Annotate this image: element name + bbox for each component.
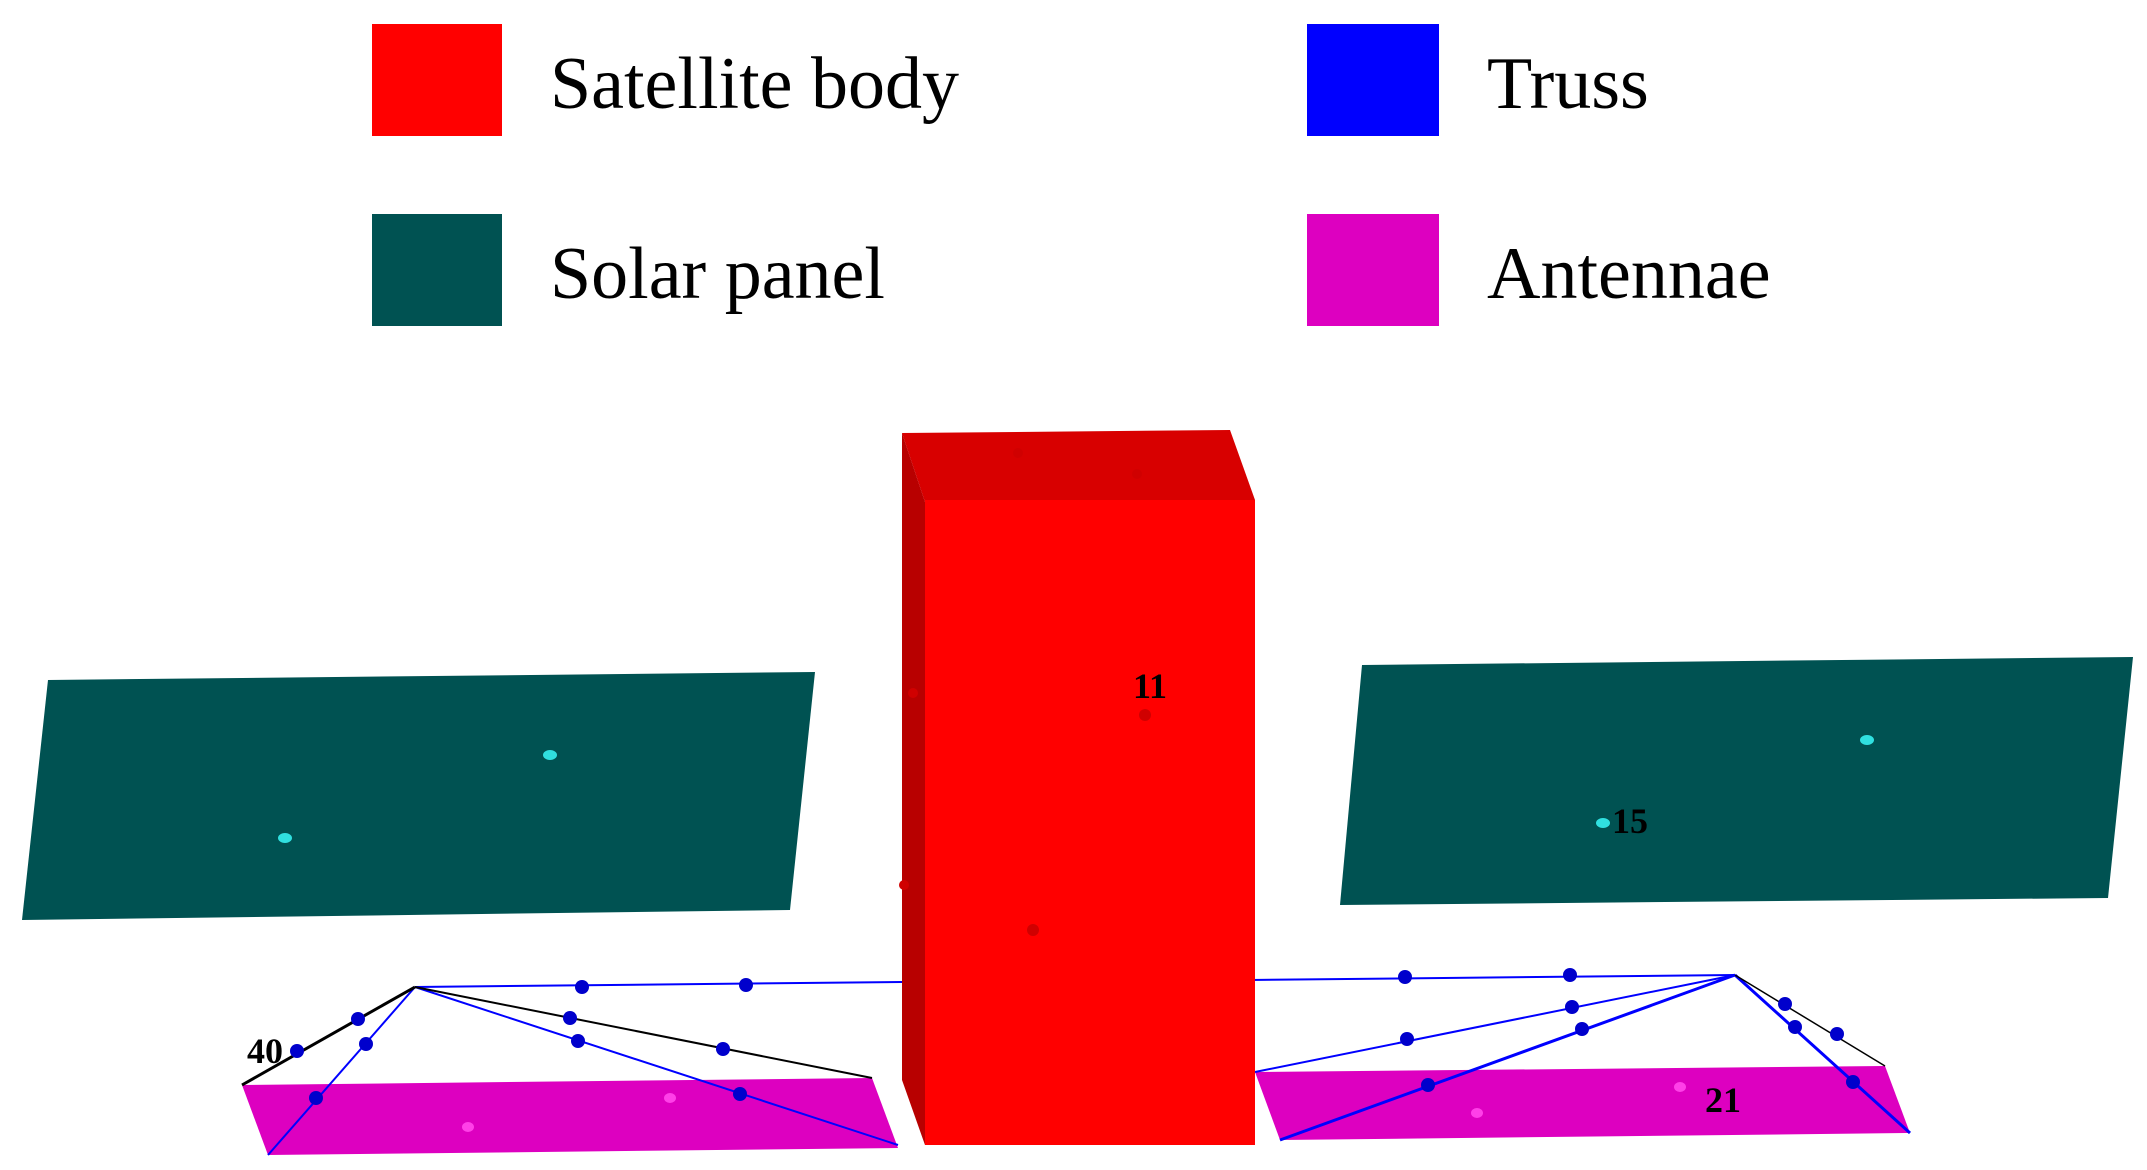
solar-node — [543, 750, 557, 760]
antenna-left — [242, 1078, 898, 1155]
legend-swatch-solar-panel — [372, 214, 502, 326]
truss-node — [739, 978, 753, 992]
body-node — [899, 880, 909, 890]
truss-node — [1846, 1075, 1860, 1089]
truss-node — [716, 1042, 730, 1056]
legend: Satellite body Truss Solar panel Antenna… — [372, 24, 1771, 326]
truss-node — [351, 1012, 365, 1026]
legend-swatch-antennae — [1307, 214, 1439, 326]
truss-node — [1830, 1027, 1844, 1041]
antenna-node — [1674, 1082, 1686, 1092]
truss-member — [267, 986, 416, 1156]
solar-node — [1860, 735, 1874, 745]
truss-member — [1279, 973, 1736, 1142]
truss-node — [290, 1044, 304, 1058]
solar-panel-right — [1340, 657, 2133, 905]
legend-swatch-truss — [1307, 24, 1439, 136]
legend-label-satellite-body: Satellite body — [550, 43, 959, 125]
legend-label-antennae: Antennae — [1487, 233, 1771, 315]
truss-node — [1563, 968, 1577, 982]
truss-member — [1249, 974, 1736, 981]
antenna-node — [1471, 1108, 1483, 1118]
satellite-body-top — [902, 430, 1255, 502]
legend-swatch-satellite-body — [372, 24, 502, 136]
truss-member — [1733, 973, 1912, 1135]
legend-label-truss: Truss — [1487, 43, 1649, 125]
satellite-body-side — [902, 433, 925, 1145]
truss-node — [571, 1034, 585, 1048]
truss-node — [575, 980, 589, 994]
body-node — [1013, 448, 1023, 458]
truss-node — [1575, 1022, 1589, 1036]
truss-node — [1565, 1000, 1579, 1014]
truss-member — [1734, 974, 1886, 1067]
truss: 40 — [241, 968, 1912, 1156]
body-node — [1132, 469, 1142, 479]
truss-node — [1778, 997, 1792, 1011]
truss-member — [414, 981, 903, 988]
truss-node — [563, 1011, 577, 1025]
truss-node — [1398, 970, 1412, 984]
truss-node — [1421, 1078, 1435, 1092]
solar-node — [278, 833, 292, 843]
truss-node-label: 40 — [247, 1031, 283, 1071]
body-node — [1139, 709, 1151, 721]
body-node-label: 11 — [1133, 666, 1167, 706]
truss-node — [1788, 1020, 1802, 1034]
truss-member — [414, 986, 899, 1146]
truss-member — [241, 985, 416, 1087]
solar-panels: 15 — [22, 657, 2133, 920]
antenna-right — [1255, 1066, 1910, 1140]
solar-node — [1596, 818, 1610, 828]
antenna-node — [664, 1093, 676, 1103]
truss-member — [1254, 974, 1736, 1073]
body-node — [1027, 924, 1039, 936]
truss-node — [733, 1087, 747, 1101]
truss-node — [309, 1091, 323, 1105]
body-node — [908, 688, 918, 698]
antenna-node-label: 21 — [1705, 1080, 1741, 1120]
truss-node — [1400, 1032, 1414, 1046]
solar-panel-left — [22, 672, 815, 920]
truss-node — [359, 1037, 373, 1051]
antenna-node — [462, 1122, 474, 1132]
solar-node-label: 15 — [1612, 801, 1648, 841]
satellite-body-front — [925, 500, 1255, 1145]
legend-label-solar-panel: Solar panel — [550, 233, 885, 315]
truss-member — [414, 986, 873, 1079]
satellite-body: 11 — [899, 430, 1255, 1145]
